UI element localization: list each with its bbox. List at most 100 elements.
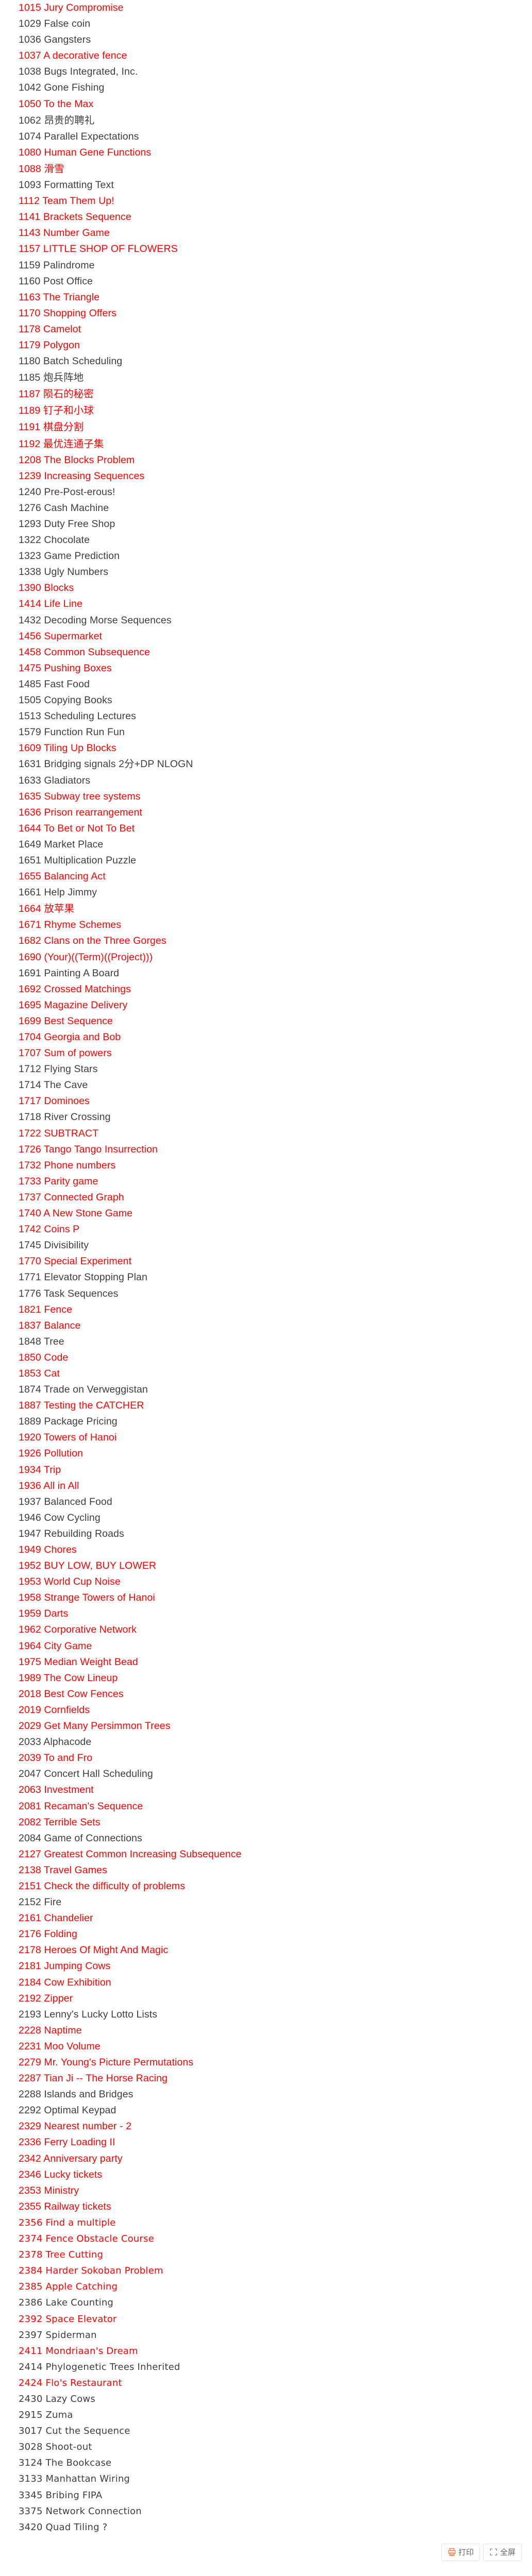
problem-item[interactable]: 1037 A decorative fence <box>0 48 532 64</box>
problem-item[interactable]: 1712 Flying Stars <box>0 1061 532 1077</box>
problem-item[interactable]: 1671 Rhyme Schemes <box>0 917 532 933</box>
problem-item[interactable]: 1414 Life Line <box>0 596 532 612</box>
problem-item[interactable]: 1633 Gladiators <box>0 773 532 789</box>
problem-item[interactable]: 1074 Parallel Expectations <box>0 129 532 145</box>
problem-item[interactable]: 2411 Mondriaan's Dream <box>0 2343 532 2359</box>
problem-item[interactable]: 1740 A New Stone Game <box>0 1206 532 1222</box>
problem-item[interactable]: 1947 Rebuilding Roads <box>0 1526 532 1542</box>
problem-item[interactable]: 1949 Chores <box>0 1542 532 1558</box>
problem-item[interactable]: 1323 Game Prediction <box>0 548 532 564</box>
problem-item[interactable]: 1042 Gone Fishing <box>0 80 532 96</box>
problem-item[interactable]: 2346 Lucky tickets <box>0 2167 532 2183</box>
problem-item[interactable]: 1692 Crossed Matchings <box>0 981 532 997</box>
problem-item[interactable]: 3375 Network Connection <box>0 2503 532 2519</box>
problem-item[interactable]: 1651 Multiplication Puzzle <box>0 853 532 869</box>
problem-item[interactable]: 2392 Space Elevator <box>0 2311 532 2327</box>
problem-item[interactable]: 1080 Human Gene Functions <box>0 145 532 161</box>
problem-item[interactable]: 3017 Cut the Sequence <box>0 2423 532 2439</box>
problem-item[interactable]: 1390 Blocks <box>0 580 532 596</box>
problem-item[interactable]: 2018 Best Cow Fences <box>0 1686 532 1702</box>
problem-item[interactable]: 1690 (Your)((Term)((Project))) <box>0 950 532 965</box>
problem-item[interactable]: 2292 Optimal Keypad <box>0 2103 532 2119</box>
problem-item[interactable]: 2176 Folding <box>0 1926 532 1942</box>
problem-item[interactable]: 1952 BUY LOW, BUY LOWER <box>0 1558 532 1574</box>
problem-item[interactable]: 1649 Market Place <box>0 837 532 853</box>
problem-item[interactable]: 1178 Camelot <box>0 321 532 337</box>
problem-item[interactable]: 1036 Gangsters <box>0 32 532 48</box>
problem-item[interactable]: 1475 Pushing Boxes <box>0 660 532 676</box>
problem-item[interactable]: 2386 Lake Counting <box>0 2295 532 2311</box>
problem-item[interactable]: 2342 Anniversary party <box>0 2151 532 2167</box>
problem-item[interactable]: 1609 Tiling Up Blocks <box>0 740 532 756</box>
problem-item[interactable]: 1926 Pollution <box>0 1446 532 1462</box>
problem-item[interactable]: 3028 Shoot-out <box>0 2439 532 2455</box>
problem-item[interactable]: 2356 Find a multiple <box>0 2215 532 2231</box>
problem-item[interactable]: 1732 Phone numbers <box>0 1158 532 1174</box>
problem-item[interactable]: 2181 Jumping Cows <box>0 1958 532 1974</box>
problem-item[interactable]: 1964 City Game <box>0 1638 532 1654</box>
problem-item[interactable]: 1742 Coins P <box>0 1222 532 1238</box>
problem-item[interactable]: 1722 SUBTRACT <box>0 1126 532 1142</box>
problem-item[interactable]: 1717 Dominoes <box>0 1093 532 1109</box>
problem-item[interactable]: 1170 Shopping Offers <box>0 306 532 321</box>
problem-item[interactable]: 2063 Investment <box>0 1782 532 1798</box>
problem-item[interactable]: 1185 炮兵阵地 <box>0 369 532 386</box>
problem-item[interactable]: 1848 Tree <box>0 1334 532 1350</box>
problem-item[interactable]: 1770 Special Experiment <box>0 1253 532 1269</box>
problem-item[interactable]: 2355 Railway tickets <box>0 2199 532 2215</box>
problem-item[interactable]: 1189 钉子和小球 <box>0 402 532 419</box>
problem-item[interactable]: 2397 Spiderman <box>0 2327 532 2343</box>
problem-item[interactable]: 1187 陨石的秘密 <box>0 386 532 402</box>
problem-item[interactable]: 1293 Duty Free Shop <box>0 516 532 532</box>
problem-item[interactable]: 1707 Sum of powers <box>0 1045 532 1061</box>
problem-item[interactable]: 2039 To and Fro <box>0 1750 532 1766</box>
problem-item[interactable]: 1682 Clans on the Three Gorges <box>0 933 532 949</box>
problem-item[interactable]: 1962 Corporative Network <box>0 1622 532 1638</box>
problem-item[interactable]: 1959 Darts <box>0 1606 532 1622</box>
problem-item[interactable]: 1771 Elevator Stopping Plan <box>0 1269 532 1285</box>
problem-item[interactable]: 2385 Apple Catching <box>0 2279 532 2295</box>
problem-item[interactable]: 1163 The Triangle <box>0 290 532 306</box>
problem-item[interactable]: 1160 Post Office <box>0 274 532 290</box>
problem-item[interactable]: 1655 Balancing Act <box>0 869 532 885</box>
problem-item[interactable]: 1714 The Cave <box>0 1077 532 1093</box>
problem-item[interactable]: 1322 Chocolate <box>0 532 532 548</box>
problem-item[interactable]: 1718 River Crossing <box>0 1109 532 1125</box>
problem-item[interactable]: 1699 Best Sequence <box>0 1013 532 1029</box>
problem-item[interactable]: 1936 All in All <box>0 1478 532 1494</box>
problem-item[interactable]: 1636 Prison rearrangement <box>0 805 532 821</box>
problem-item[interactable]: 1937 Balanced Food <box>0 1494 532 1510</box>
problem-item[interactable]: 1276 Cash Machine <box>0 500 532 516</box>
problem-item[interactable]: 1050 To the Max <box>0 96 532 112</box>
problem-item[interactable]: 2279 Mr. Young's Picture Permutations <box>0 2055 532 2071</box>
problem-item[interactable]: 2184 Cow Exhibition <box>0 1975 532 1991</box>
problem-item[interactable]: 2336 Ferry Loading II <box>0 2134 532 2150</box>
problem-item[interactable]: 1704 Georgia and Bob <box>0 1029 532 1045</box>
problem-item[interactable]: 2152 Fire <box>0 1894 532 1910</box>
problem-item[interactable]: 1239 Increasing Sequences <box>0 468 532 484</box>
problem-item[interactable]: 2193 Lenny's Lucky Lotto Lists <box>0 2007 532 2023</box>
problem-item[interactable]: 2288 Islands and Bridges <box>0 2087 532 2103</box>
problem-item[interactable]: 2374 Fence Obstacle Course <box>0 2231 532 2247</box>
problem-item[interactable]: 1485 Fast Food <box>0 676 532 692</box>
problem-item[interactable]: 1192 最优连通子集 <box>0 436 532 452</box>
problem-item[interactable]: 1432 Decoding Morse Sequences <box>0 613 532 629</box>
problem-item[interactable]: 1038 Bugs Integrated, Inc. <box>0 64 532 80</box>
problem-item[interactable]: 1338 Ugly Numbers <box>0 564 532 580</box>
problem-item[interactable]: 2178 Heroes Of Might And Magic <box>0 1942 532 1958</box>
problem-item[interactable]: 1946 Cow Cycling <box>0 1510 532 1526</box>
problem-item[interactable]: 2915 Zuma <box>0 2407 532 2423</box>
problem-item[interactable]: 1733 Parity game <box>0 1174 532 1190</box>
problem-item[interactable]: 2019 Cornfields <box>0 1702 532 1718</box>
problem-item[interactable]: 3345 Bribing FIPA <box>0 2487 532 2503</box>
problem-item[interactable]: 3124 The Bookcase <box>0 2455 532 2471</box>
problem-item[interactable]: 1141 Brackets Sequence <box>0 209 532 225</box>
problem-item[interactable]: 1661 Help Jimmy <box>0 885 532 901</box>
fullscreen-button[interactable]: 全屏 <box>483 2543 522 2561</box>
problem-item[interactable]: 1644 To Bet or Not To Bet <box>0 821 532 837</box>
problem-item[interactable]: 3420 Quad Tiling ? <box>0 2519 532 2535</box>
problem-item[interactable]: 1853 Cat <box>0 1366 532 1382</box>
problem-item[interactable]: 2082 Terrible Sets <box>0 1815 532 1831</box>
problem-item[interactable]: 2029 Get Many Persimmon Trees <box>0 1718 532 1734</box>
problem-item[interactable]: 1989 The Cow Lineup <box>0 1670 532 1686</box>
